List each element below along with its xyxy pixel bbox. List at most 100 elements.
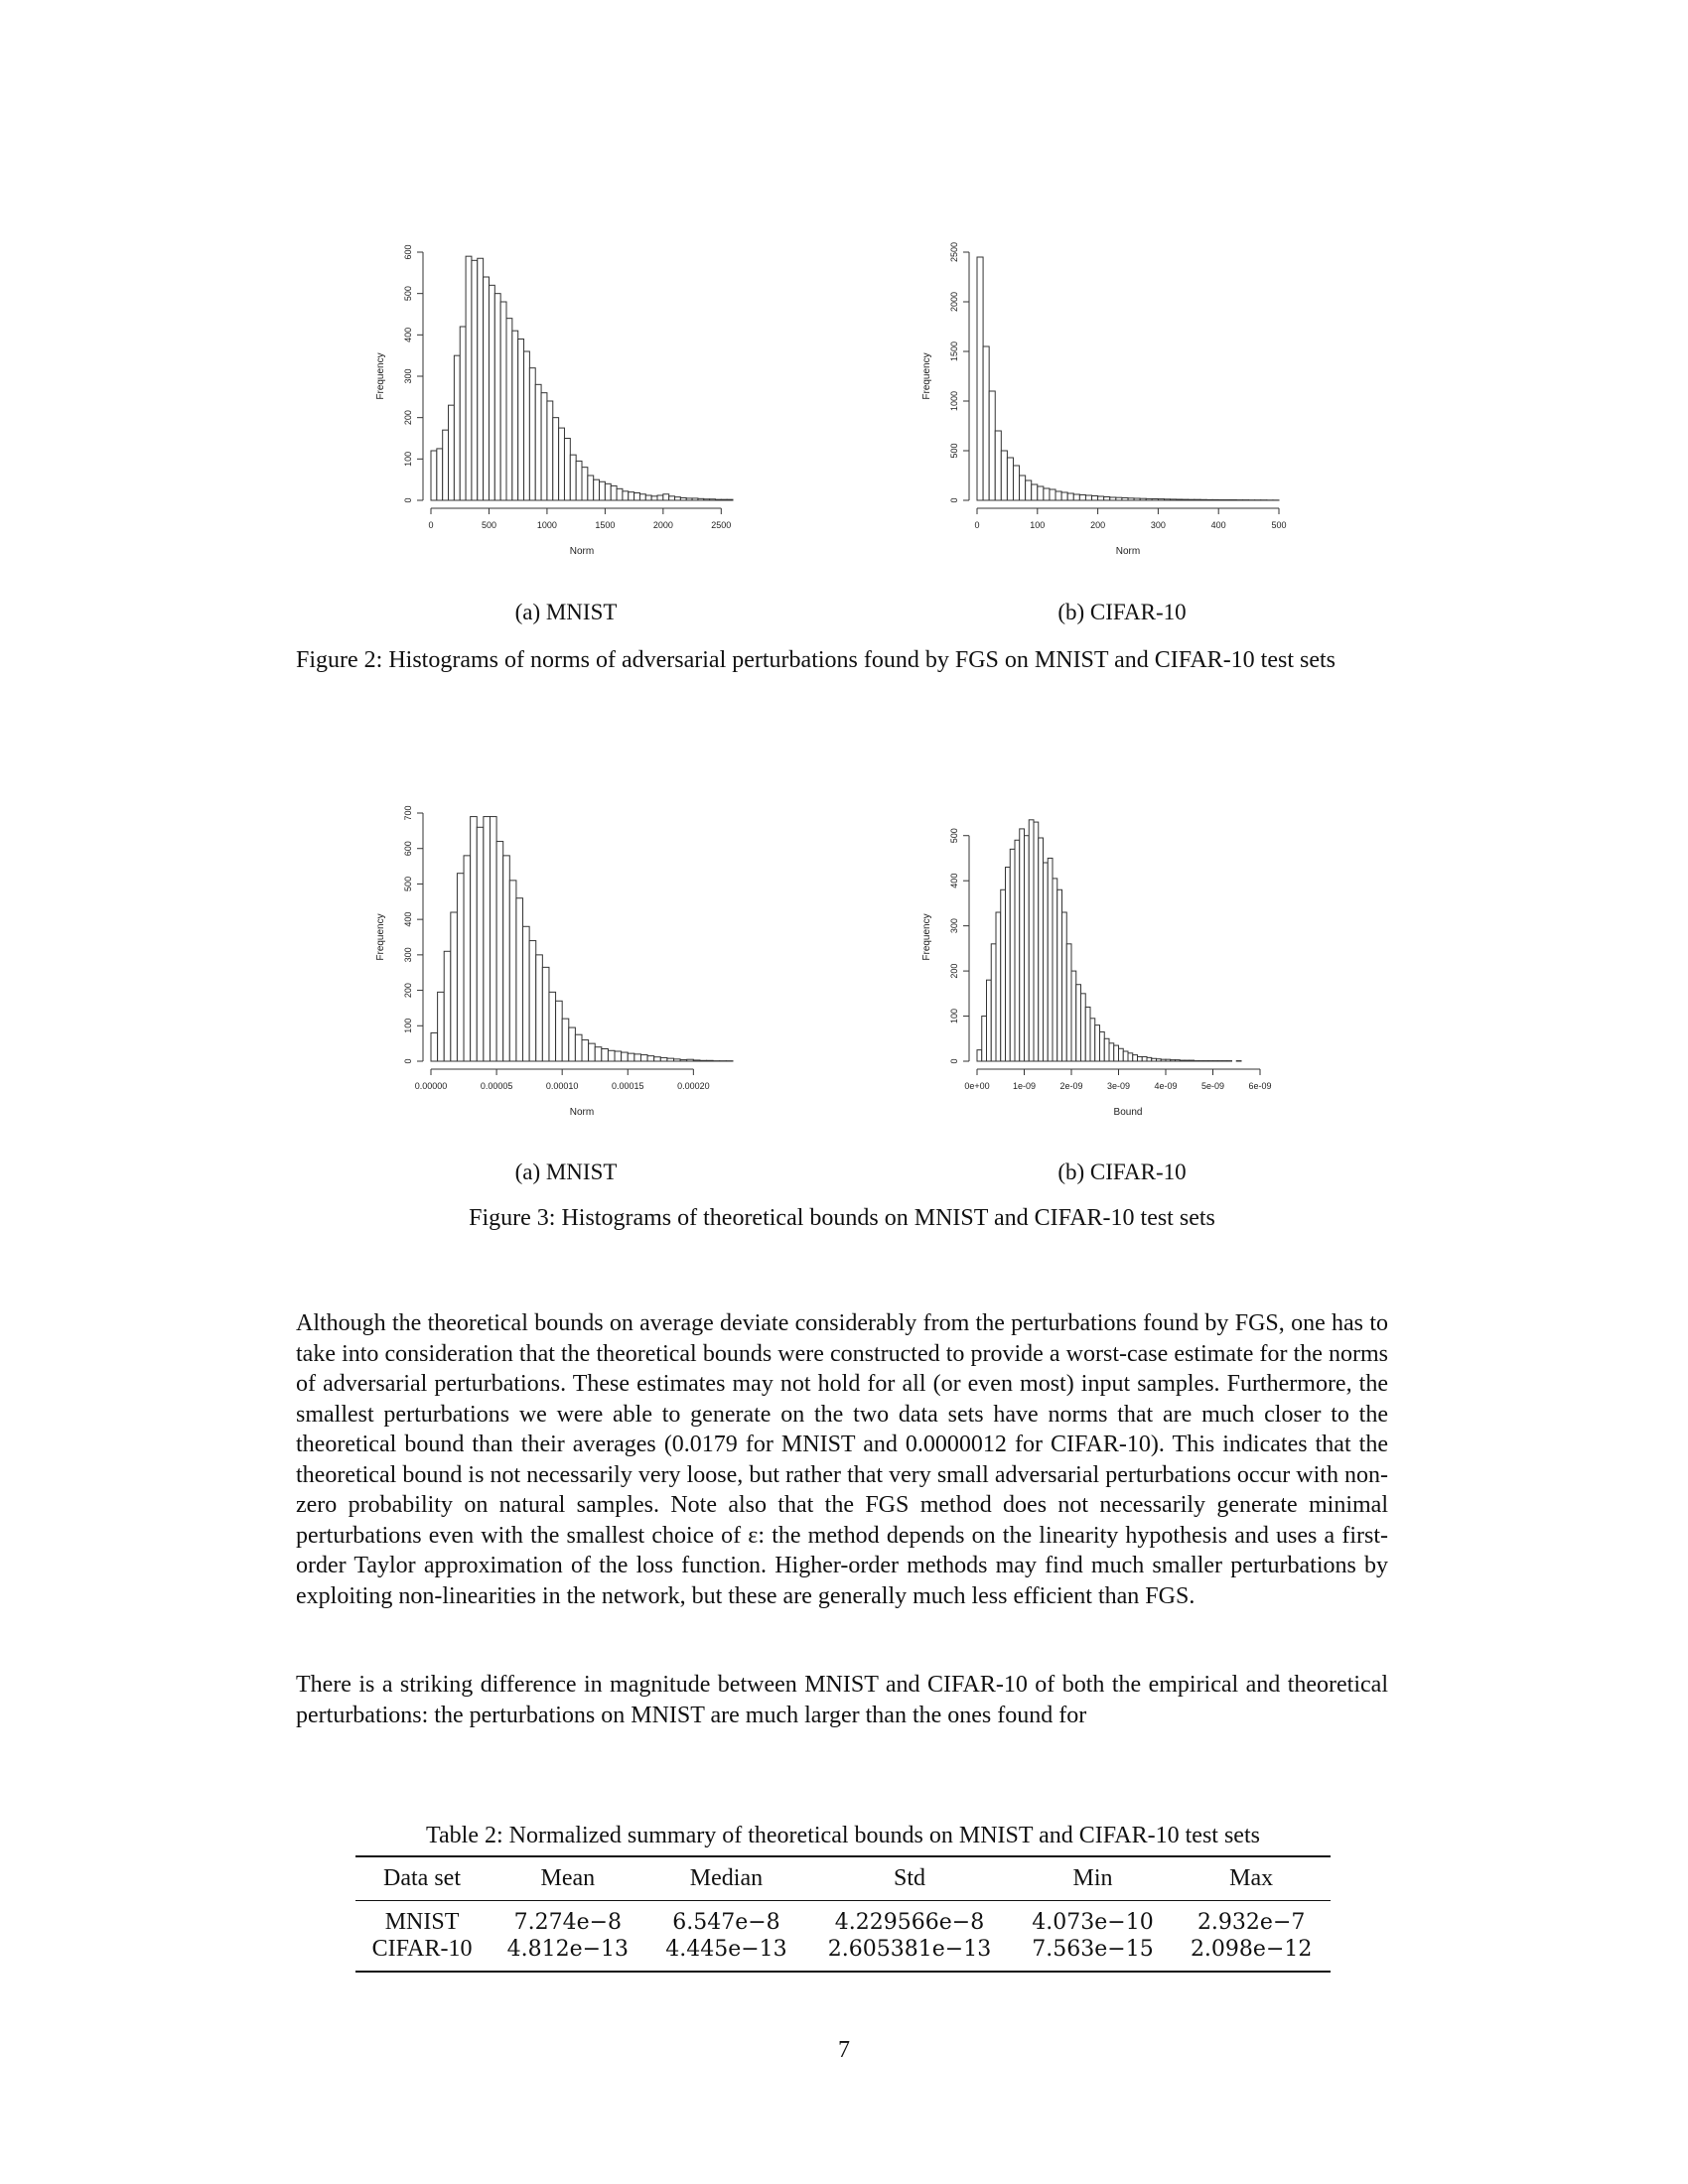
cell-dataset: CIFAR-10 xyxy=(355,1936,490,1973)
histogram-bar xyxy=(1025,479,1033,501)
histogram-bar xyxy=(1205,498,1213,501)
histogram-bar xyxy=(614,1050,623,1062)
x-tick-label: 1e-09 xyxy=(1013,1081,1036,1091)
histogram-bar xyxy=(1072,493,1080,501)
histogram-bar xyxy=(1211,498,1219,501)
histogram-bar xyxy=(1031,483,1039,501)
histogram-bar xyxy=(1000,450,1008,501)
histogram-bar xyxy=(470,816,478,1062)
histogram-bar xyxy=(976,256,984,501)
histogram-bar xyxy=(1091,495,1099,501)
histogram-bar xyxy=(726,498,734,501)
histogram-bar xyxy=(483,816,491,1062)
histogram-mnist-bounds: 0 100 200 300 400 500 600 700 Frequency 0.00000 0.… xyxy=(367,799,745,1137)
histogram-bar xyxy=(1084,494,1093,501)
x-tick-label: 2000 xyxy=(653,520,673,530)
histogram-bar xyxy=(1043,487,1051,501)
histogram-bar xyxy=(523,350,530,501)
histogram-bar xyxy=(1038,837,1044,1062)
histogram-bar xyxy=(703,498,711,501)
y-tick-label: 100 xyxy=(403,452,413,467)
x-tick-label: 3e-09 xyxy=(1107,1081,1130,1091)
histogram-bar xyxy=(1108,1042,1115,1062)
y-tick-label: 0 xyxy=(403,1058,413,1063)
histogram-bar xyxy=(594,1046,603,1062)
y-tick-label: 500 xyxy=(403,877,413,891)
histogram-bar xyxy=(430,1031,439,1062)
histogram-bar xyxy=(555,1000,563,1062)
header-mean: Mean xyxy=(489,1855,647,1901)
histogram-bar xyxy=(1028,819,1035,1062)
x-axis-label: Norm xyxy=(1116,546,1140,557)
histogram-bar xyxy=(616,487,624,501)
x-tick-label: 0.00015 xyxy=(612,1081,644,1091)
histogram-bar xyxy=(1156,1058,1162,1062)
x-tick-label: 4e-09 xyxy=(1154,1081,1177,1091)
y-tick-label: 500 xyxy=(949,828,959,843)
page-number: 7 xyxy=(838,2037,850,2063)
histogram-bar xyxy=(1146,1056,1153,1062)
histogram-bar xyxy=(1099,1030,1105,1062)
histogram-bar xyxy=(1141,1055,1148,1062)
y-axis-label: Frequency xyxy=(921,352,932,399)
histogram-bar xyxy=(1033,821,1040,1062)
histogram-bar xyxy=(437,991,445,1062)
x-tick-label: 2500 xyxy=(711,520,731,530)
histogram-bar xyxy=(1189,1059,1195,1062)
histogram-bar xyxy=(1052,878,1058,1062)
header-dataset: Data set xyxy=(355,1855,490,1901)
histogram-bar xyxy=(574,1033,583,1062)
histogram-bar xyxy=(628,491,635,501)
x-axis-label: Norm xyxy=(570,546,594,557)
histogram-bar xyxy=(610,484,618,501)
histogram-bar xyxy=(697,497,705,501)
figure-2-caption: Figure 2: Histograms of norms of adversa… xyxy=(296,647,1336,673)
histogram-bar xyxy=(976,1049,983,1062)
histogram-bar xyxy=(511,330,519,501)
y-tick-label: 400 xyxy=(403,912,413,927)
histogram-bar xyxy=(1113,1044,1119,1062)
histogram-bar xyxy=(1229,499,1237,501)
histogram-bar xyxy=(1060,491,1068,501)
histogram-bar xyxy=(706,1059,714,1062)
y-tick-label: 500 xyxy=(403,286,413,301)
histogram-bar xyxy=(581,1039,590,1062)
histogram-bar xyxy=(1163,498,1172,501)
histogram-bar xyxy=(995,911,1002,1062)
histogram-bar xyxy=(668,495,676,501)
y-tick-label: 500 xyxy=(949,443,959,458)
histogram-bar xyxy=(1165,1058,1172,1062)
histogram-cifar10-bounds: 0 100 200 300 400 500 Frequency 0e+00 1e-09 2e-09… xyxy=(914,799,1291,1137)
histogram-bar xyxy=(1223,499,1231,501)
histogram-bar xyxy=(686,1058,694,1062)
x-tick-label: 0.00010 xyxy=(546,1081,579,1091)
cell-max: 2.098e−12 xyxy=(1172,1936,1331,1973)
histogram-bar xyxy=(653,1056,661,1062)
histogram-bar xyxy=(575,460,583,501)
histogram-bar xyxy=(1127,1052,1134,1062)
histogram-bar xyxy=(1133,497,1141,501)
histogram-bar xyxy=(1084,1006,1091,1062)
histogram-bar xyxy=(621,1051,629,1062)
histogram-bar xyxy=(1056,888,1062,1062)
histogram-bar xyxy=(986,979,992,1062)
histogram-bar xyxy=(1012,465,1021,501)
histogram-bar xyxy=(644,494,652,501)
x-tick-label: 0.00020 xyxy=(677,1081,710,1091)
header-median: Median xyxy=(646,1855,806,1901)
histogram-bar xyxy=(588,1042,596,1062)
x-tick-label: 0 xyxy=(428,520,433,530)
cell-median: 4.445e−13 xyxy=(646,1936,806,1973)
histogram-bar xyxy=(593,478,601,501)
histogram-bar xyxy=(1009,848,1016,1062)
histogram-bar xyxy=(476,826,485,1062)
histogram-bar xyxy=(1145,497,1153,501)
histogram-bar xyxy=(988,390,996,501)
cell-std: 2.605381e−13 xyxy=(805,1936,1014,1973)
histogram-bar xyxy=(982,345,990,501)
x-tick-label: 6e-09 xyxy=(1248,1081,1271,1091)
y-tick-label: 100 xyxy=(949,1009,959,1024)
cell-min: 7.563e−15 xyxy=(1013,1936,1173,1973)
histogram-bar xyxy=(674,496,681,501)
histogram-bar xyxy=(638,493,646,501)
